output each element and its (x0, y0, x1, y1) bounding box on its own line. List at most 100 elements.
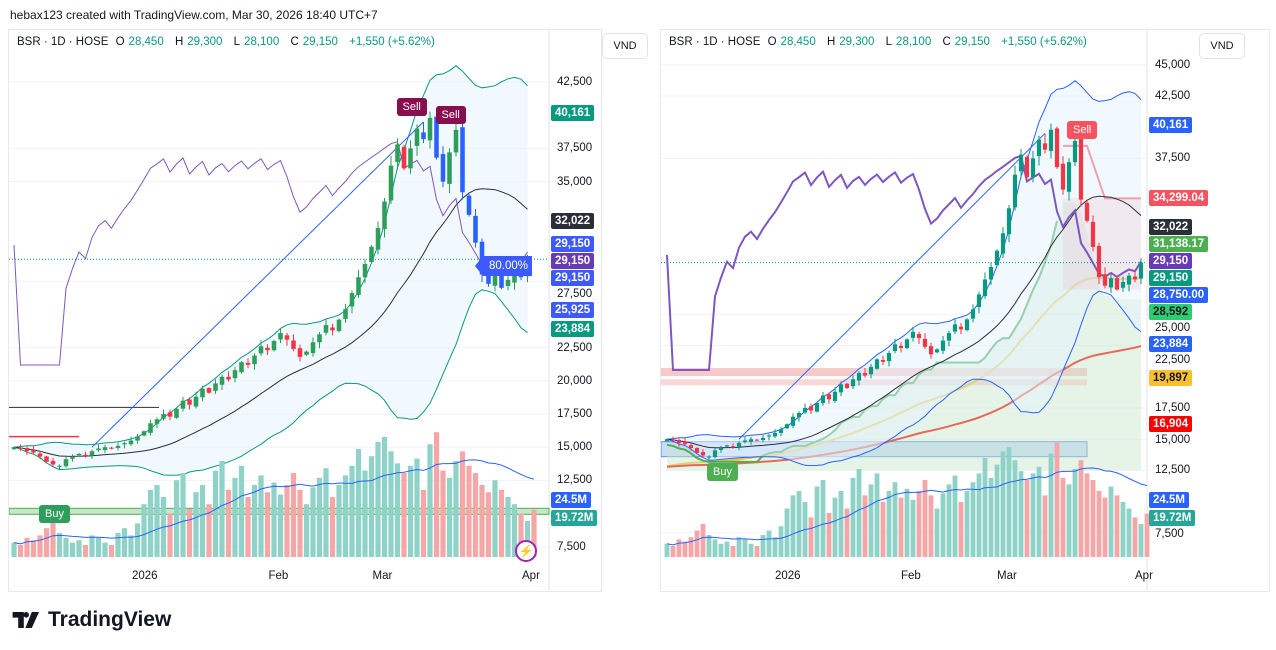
price-tick-label: 15,000 (557, 441, 593, 454)
price-label: 32,022 (551, 213, 595, 230)
candle-body (880, 359, 886, 362)
volume-bar (1108, 486, 1114, 557)
volume-bar (297, 489, 303, 557)
buy-signal[interactable]: Buy (707, 462, 738, 481)
volume-bar (1060, 477, 1066, 557)
percent-tag: 80.00% (474, 256, 533, 276)
candle-body (135, 436, 140, 441)
volume-bar (485, 492, 492, 557)
volume-bar (167, 513, 173, 557)
sell-signal[interactable]: Sell (435, 106, 466, 125)
volume-bar (718, 543, 724, 557)
candle-body (1078, 138, 1084, 200)
sell-signal[interactable]: Sell (1067, 120, 1098, 139)
right-chart-panel[interactable]: BSR · 1D · HOSE O 28,450 H 29,300 L 28,100 … (660, 29, 1270, 592)
candle-body (898, 345, 904, 349)
volume-bar (700, 524, 706, 557)
candle-body (382, 201, 387, 230)
candle-body (814, 403, 820, 412)
price-label: 29,150 (551, 253, 595, 269)
candle-body (213, 383, 218, 391)
symbol[interactable]: BSR · 1D · HOSE (669, 36, 761, 48)
candle-body (1054, 128, 1060, 168)
lightning-icon[interactable]: ⚡ (515, 540, 537, 562)
close-value: 29,150 (954, 36, 990, 48)
price-tick-label: 22,500 (557, 341, 593, 354)
volume-bar (303, 504, 310, 557)
candle-body (868, 366, 874, 375)
candle-body (790, 416, 796, 426)
candle-body (421, 132, 426, 140)
price-tick-label: 45,000 (1155, 58, 1191, 71)
volume-bar (11, 542, 17, 557)
volume-bar (1012, 460, 1018, 557)
volume-bar (375, 441, 381, 557)
tradingview-logo[interactable]: TradingView (12, 608, 171, 632)
candle-body (297, 348, 303, 357)
candle-body (982, 279, 988, 297)
volume-bar (970, 482, 976, 557)
candle-body (1024, 157, 1030, 178)
volume-bar (820, 480, 826, 557)
candle-body (712, 450, 718, 458)
candle-body (826, 394, 832, 400)
candle-body (862, 373, 868, 376)
currency-button[interactable]: VND (1199, 33, 1245, 59)
volume-bar (193, 492, 199, 557)
candle-body (356, 277, 361, 295)
time-axis-label: Mar (372, 570, 393, 582)
volume-bar (76, 540, 82, 557)
volume-bar (682, 541, 688, 557)
candle-body (499, 275, 504, 288)
candle-body (317, 334, 322, 343)
candle-body (976, 294, 982, 308)
candle-body (96, 448, 101, 451)
close-label: C (942, 36, 951, 48)
candle-body (874, 359, 880, 369)
candle-body (886, 353, 892, 362)
buy-signal[interactable]: Buy (39, 504, 70, 523)
volume-bar (928, 495, 934, 557)
volume-bar (814, 486, 820, 557)
currency-button[interactable]: VND (602, 33, 648, 59)
candle-body (688, 445, 694, 448)
candle-body (310, 342, 316, 354)
price-tick-label: 12,500 (1155, 464, 1191, 477)
candle-body (278, 332, 283, 340)
low-value: 28,100 (896, 36, 932, 48)
candle-body (718, 447, 724, 450)
volume-bar (982, 458, 988, 557)
candle-body (1138, 262, 1144, 279)
candle-body (1132, 276, 1138, 280)
volume-bar (736, 537, 742, 557)
volume-bar (712, 539, 718, 557)
volume-bar (427, 444, 433, 557)
candle-body (323, 325, 329, 333)
volume-bar (694, 530, 700, 557)
volume-bar (336, 485, 342, 557)
right-chart-canvas[interactable] (661, 30, 1269, 591)
volume-bar (1030, 473, 1036, 557)
candle-body (440, 154, 446, 182)
candle-body (473, 215, 478, 243)
candle-body (766, 435, 772, 437)
candle-body (664, 439, 670, 442)
price-label: 28,592 (1149, 303, 1193, 320)
volume-bar (676, 539, 682, 557)
candle-body (57, 465, 62, 467)
left-chart-panel[interactable]: BSR · 1D · HOSE O 28,450 H 29,300 L 28,100 … (8, 29, 648, 592)
left-chart-canvas[interactable] (9, 30, 601, 591)
candle-body (778, 429, 784, 433)
candle-body (258, 346, 264, 354)
candle-body (401, 146, 407, 169)
volume-bar (180, 473, 186, 557)
candle-body (1120, 281, 1126, 288)
low-label: L (885, 36, 893, 48)
candle-body (486, 271, 491, 284)
volume-bar (134, 523, 141, 557)
candle-body (83, 454, 88, 456)
candle-body (102, 447, 108, 451)
symbol[interactable]: BSR · 1D · HOSE (17, 36, 109, 48)
sell-signal[interactable]: Sell (396, 98, 427, 117)
candle-body (63, 459, 69, 467)
